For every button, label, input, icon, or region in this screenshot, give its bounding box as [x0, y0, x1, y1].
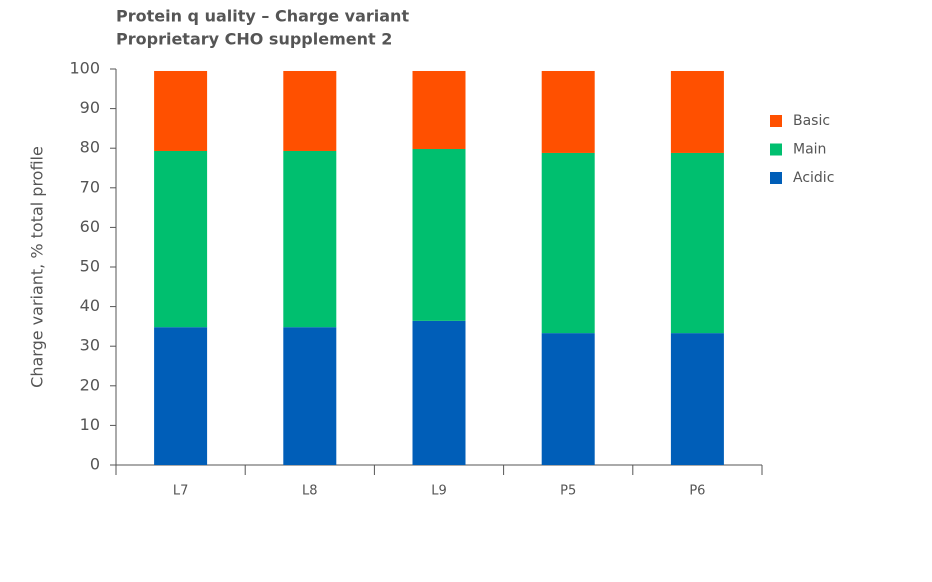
bar-segment: [412, 148, 466, 321]
x-tick-label: P6: [689, 484, 705, 499]
y-tick-label: 20: [80, 375, 100, 394]
y-tick-label: 0: [90, 455, 100, 474]
bar-segment: [283, 70, 337, 151]
y-tick-label: 10: [80, 415, 100, 434]
legend-swatch: [770, 172, 782, 184]
y-tick-label: 30: [80, 336, 100, 355]
y-tick-label: 40: [80, 296, 100, 315]
bar-segment: [154, 327, 208, 465]
x-tick-label: L9: [431, 484, 447, 499]
bar-segment: [283, 150, 337, 328]
legend-swatch: [770, 115, 782, 127]
bar-segment: [154, 70, 208, 151]
bar-segment: [541, 333, 595, 465]
y-tick-label: 90: [80, 98, 100, 117]
y-axis-label: Charge variant, % total profile: [28, 146, 47, 388]
x-tick-label: L7: [173, 484, 189, 499]
bar-segment: [670, 70, 724, 153]
y-tick-label: 100: [69, 59, 100, 78]
bar-segment: [412, 320, 466, 465]
legend-label: Main: [793, 142, 826, 158]
x-tick-label: L8: [302, 484, 318, 499]
y-tick-label: 50: [80, 257, 100, 276]
chart-title: Protein q uality – Charge variant: [116, 7, 409, 26]
chart-subtitle: Proprietary CHO supplement 2: [116, 30, 392, 49]
y-tick-label: 70: [80, 177, 100, 196]
y-tick-label: 60: [80, 217, 100, 236]
legend-label: Basic: [793, 113, 830, 129]
bar-segment: [283, 327, 337, 465]
bar-segment: [154, 150, 208, 328]
x-tick-label: P5: [560, 484, 576, 499]
legend-swatch: [770, 143, 782, 156]
bar-segment: [670, 152, 724, 334]
y-tick-label: 80: [80, 138, 100, 157]
legend-label: Acidic: [793, 170, 834, 186]
bar-segment: [412, 70, 466, 149]
bar-segment: [541, 70, 595, 153]
bar-segment: [541, 152, 595, 334]
bar-segment: [670, 333, 724, 465]
